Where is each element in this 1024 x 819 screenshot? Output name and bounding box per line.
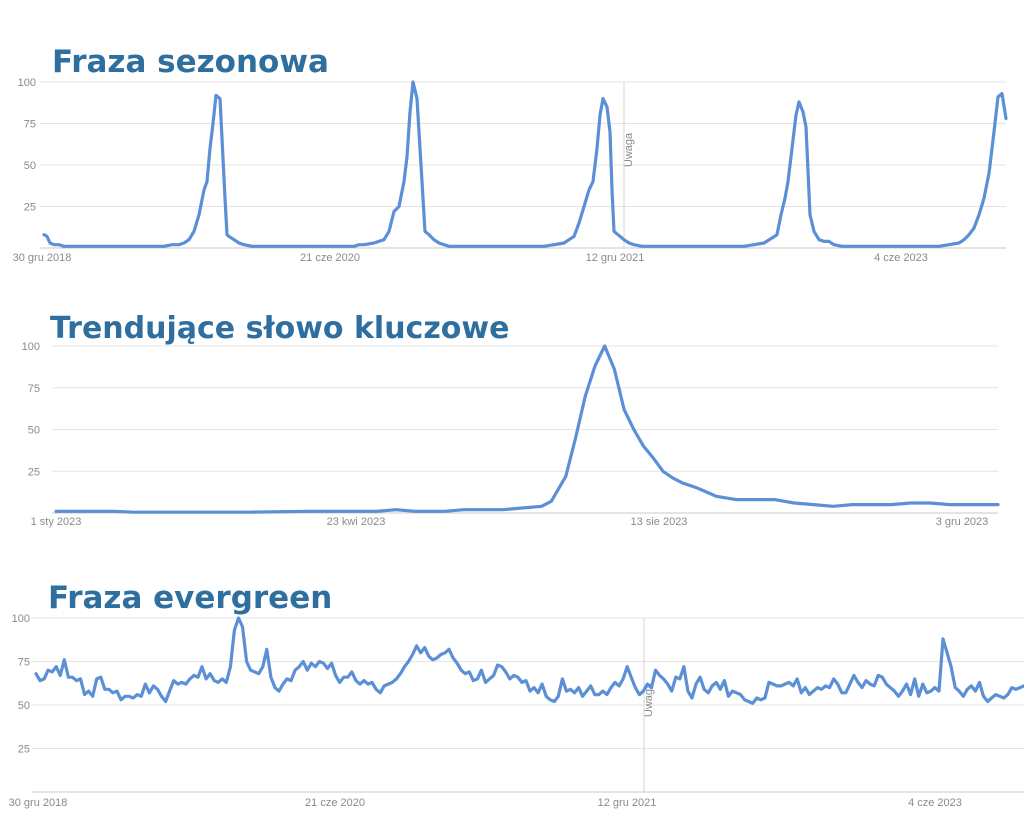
y-tick-label: 100 [18,77,36,89]
x-tick-label: 30 gru 2018 [9,797,68,809]
x-tick-label: 4 cze 2023 [908,797,962,809]
x-tick-label: 12 gru 2021 [598,797,657,809]
x-tick-label: 3 gru 2023 [936,516,989,528]
x-tick-label: 12 gru 2021 [586,252,645,264]
chart-1: 100 75 50 25 30 gru 2018 21 cze 2020 12 gru 20… [13,44,1008,264]
x-tick-label: 21 cze 2020 [300,252,360,264]
series-line [34,616,1024,705]
y-tick-label: 100 [12,613,30,625]
series-line [54,344,1000,514]
y-tick-label: 75 [18,657,30,669]
x-tick-label: 21 cze 2020 [305,797,365,809]
x-tick-label: 4 cze 2023 [874,252,928,264]
y-tick-label: 50 [24,160,36,172]
chart-2: 100 75 50 25 1 sty 2023 23 kwi 2023 13 sie 202… [22,311,1000,528]
y-tick-label: 50 [28,425,40,437]
y-tick-label: 75 [24,119,36,131]
y-tick-label: 25 [28,466,40,478]
y-tick-label: 50 [18,700,30,712]
y-tick-label: 75 [28,383,40,395]
chart-3: 100 75 50 25 30 gru 2018 21 cze 2020 12 gru 20… [9,580,1024,809]
chart-title: Trendujące słowo kluczowe [50,311,509,346]
y-tick-label: 25 [18,744,30,756]
x-tick-label: 1 sty 2023 [31,516,82,528]
chart-title: Fraza sezonowa [52,44,329,80]
series-line [42,80,1008,248]
y-tick-label: 25 [24,202,36,214]
x-tick-label: 23 kwi 2023 [327,516,386,528]
annotation-label: Uwaga [623,132,635,167]
annotation-label: Uwaga [643,682,655,717]
x-tick-label: 30 gru 2018 [13,252,72,264]
x-tick-label: 13 sie 2023 [631,516,688,528]
y-tick-label: 100 [22,341,40,353]
chart-title: Fraza evergreen [48,580,332,616]
